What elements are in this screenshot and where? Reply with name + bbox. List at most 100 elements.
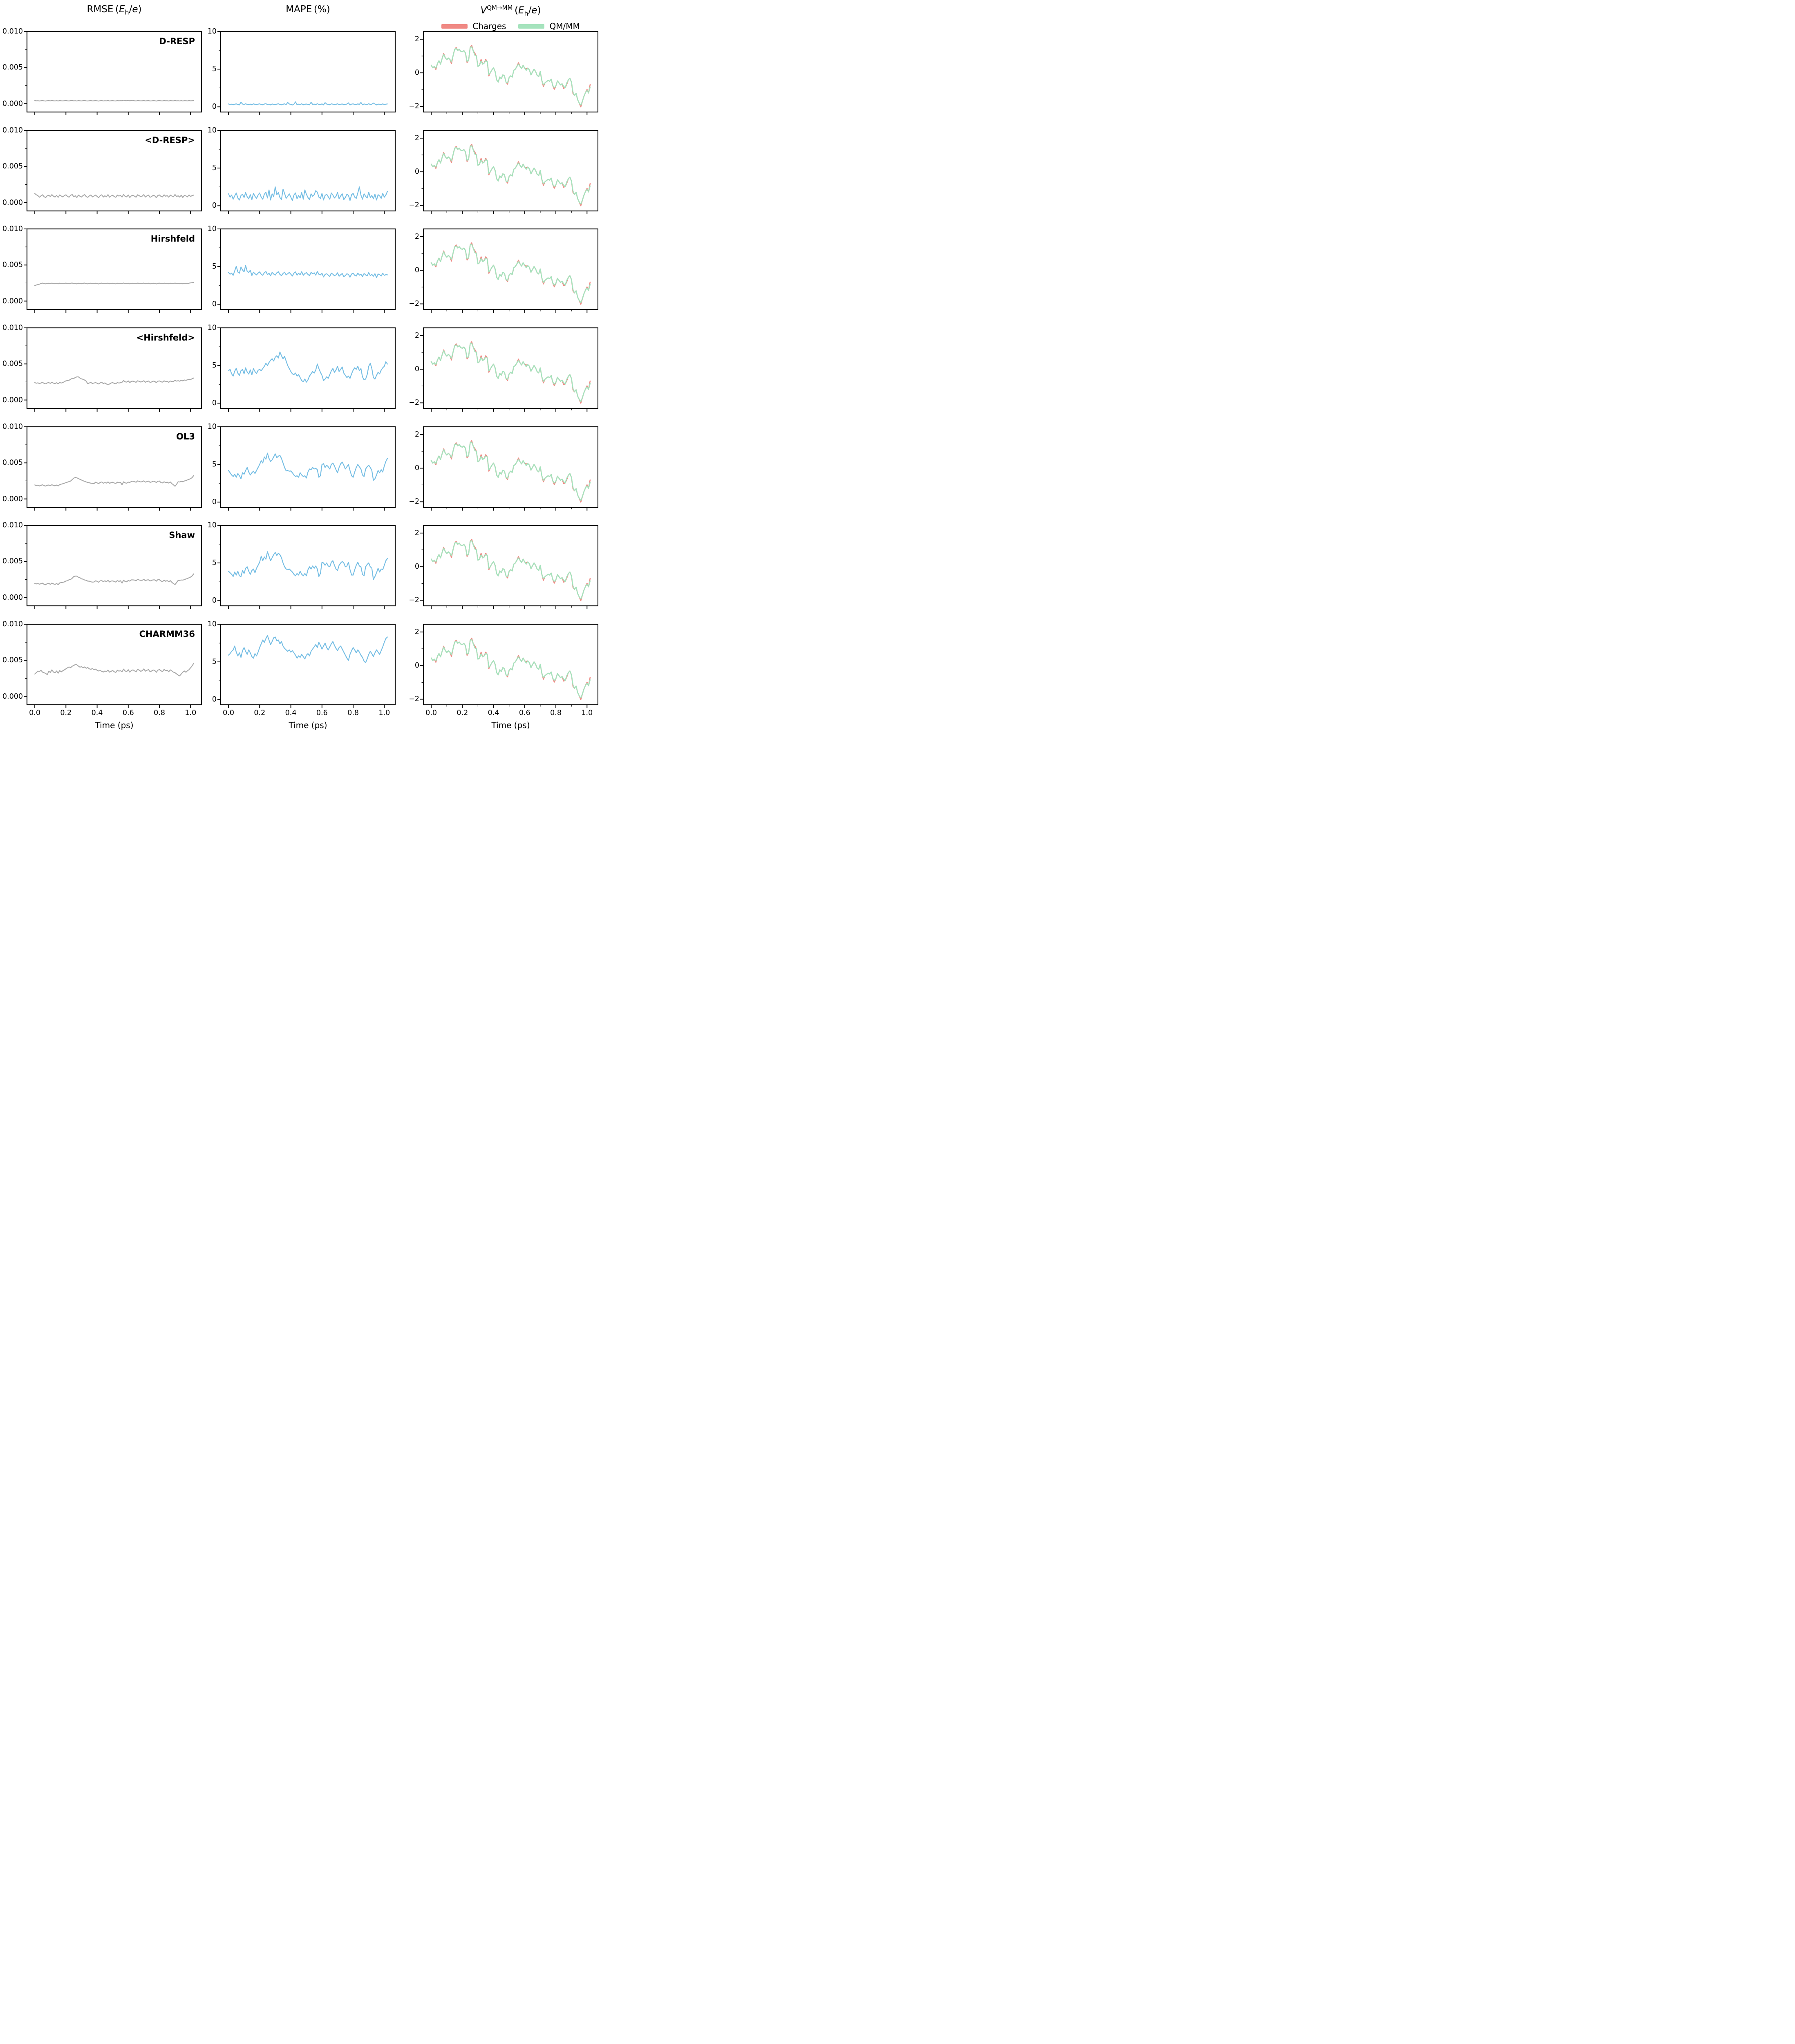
title-paren: ( (514, 5, 518, 16)
title-paren: ( (115, 4, 119, 15)
y-tick-label: 2 (414, 232, 419, 241)
mape-line (228, 101, 388, 105)
y-tick-label: −2 (409, 201, 419, 210)
title-E: E (518, 5, 524, 16)
x-tick-label: 0.4 (91, 709, 103, 717)
rmse-line (34, 193, 194, 198)
title-V: V (480, 5, 487, 16)
x-tick-label: 0.2 (254, 709, 266, 717)
row-label-Shaw: Shaw (169, 530, 195, 540)
y-tick-label: 5 (212, 262, 217, 271)
title-paren: ) (537, 5, 541, 16)
axes-spines (26, 327, 202, 409)
column-title-mape: MAPE (%) (221, 4, 395, 16)
plot-v-<D-RESP> (420, 130, 598, 214)
qmmm-line (430, 540, 591, 600)
axes-spines (220, 426, 396, 508)
mape-line (228, 265, 388, 278)
y-tick-label: 10 (207, 423, 217, 431)
plot-rmse-Hirshfeld (24, 228, 202, 313)
panel-mape-1 (217, 31, 396, 115)
panel-v-5 (420, 426, 598, 511)
panel-rmse-1 (24, 31, 202, 115)
title-E-sub: h (125, 8, 129, 16)
plot-mape-Hirshfeld (217, 228, 396, 313)
plot-rmse-<Hirshfeld> (24, 327, 202, 412)
panel-rmse-4 (24, 327, 202, 412)
plot-v-OL3 (420, 426, 598, 511)
title-V-sup: QM→MM (487, 4, 513, 11)
plot-rmse-D-RESP (24, 31, 202, 115)
y-tick-label: 0.000 (2, 495, 23, 503)
x-tick-label: 0.4 (285, 709, 297, 717)
y-tick-label: 0.010 (2, 521, 23, 529)
axes-spines (423, 31, 598, 113)
axes-spines (423, 524, 598, 607)
y-tick-label: 0 (414, 365, 419, 374)
charges-line-swatch (441, 24, 468, 29)
y-tick-label: 10 (207, 324, 217, 332)
y-tick-label: 10 (207, 27, 217, 36)
title-mape-unit: (%) (313, 4, 330, 15)
y-tick-label: 0.005 (2, 557, 23, 566)
axes-spines (423, 327, 598, 409)
y-tick-label: 5 (212, 460, 217, 469)
y-tick-label: 0 (414, 69, 419, 77)
y-tick-label: 10 (207, 620, 217, 628)
x-tick-label: 0.6 (519, 709, 530, 717)
title-E: E (119, 4, 125, 15)
axes-spines (220, 327, 396, 409)
title-rmse-text: RMSE (87, 4, 114, 15)
qmmm-line (430, 145, 591, 205)
panel-v-1 (420, 31, 598, 115)
y-tick-label: 5 (212, 559, 217, 567)
rmse-line (34, 663, 194, 677)
y-tick-label: 0 (414, 661, 419, 670)
y-tick-label: 0.010 (2, 225, 23, 233)
y-tick-label: 0.005 (2, 656, 23, 665)
y-tick-label: 2 (414, 529, 419, 537)
panel-mape-2 (217, 130, 396, 214)
axes-spines (220, 31, 396, 113)
axes-spines (26, 623, 202, 706)
y-tick-label: 5 (212, 658, 217, 666)
y-tick-label: 5 (212, 164, 217, 173)
row-label-<Hirshfeld>: <Hirshfeld> (136, 333, 195, 343)
title-e: e (531, 5, 537, 16)
mape-line (228, 186, 388, 201)
legend: Charges QM/MM (423, 21, 598, 31)
legend-label-charges: Charges (472, 21, 506, 31)
y-tick-label: 0 (212, 300, 217, 309)
row-label-OL3: OL3 (176, 432, 195, 442)
axes-spines (423, 228, 598, 310)
panel-mape-4 (217, 327, 396, 412)
x-axis-label: Time (ps) (95, 720, 134, 730)
plot-mape-<D-RESP> (217, 130, 396, 214)
row-label-Hirshfeld: Hirshfeld (150, 234, 195, 244)
axes-spines (423, 623, 598, 706)
y-tick-label: 2 (414, 628, 419, 636)
y-tick-label: 0.005 (2, 360, 23, 368)
panel-v-6 (420, 524, 598, 609)
legend-item-charges: Charges (441, 21, 506, 31)
y-tick-label: 10 (207, 225, 217, 233)
qmmm-line (430, 46, 591, 106)
plot-mape-CHARMM36 (217, 623, 396, 708)
axes-spines (26, 228, 202, 310)
y-tick-label: 0 (212, 596, 217, 605)
plot-rmse-CHARMM36 (24, 623, 202, 708)
y-tick-label: 0.010 (2, 423, 23, 431)
mape-line (228, 453, 388, 481)
axes-spines (26, 524, 202, 607)
plot-rmse-Shaw (24, 524, 202, 609)
plot-v-D-RESP (420, 31, 598, 115)
x-tick-label: 0.4 (488, 709, 499, 717)
qmmm-line (430, 343, 591, 402)
y-tick-label: 0.005 (2, 63, 23, 72)
title-paren: ) (138, 4, 142, 15)
panel-mape-5 (217, 426, 396, 511)
title-e: e (132, 4, 138, 15)
axes-spines (26, 130, 202, 212)
legend-item-qmmm: QM/MM (518, 21, 580, 31)
mape-line (228, 351, 388, 383)
